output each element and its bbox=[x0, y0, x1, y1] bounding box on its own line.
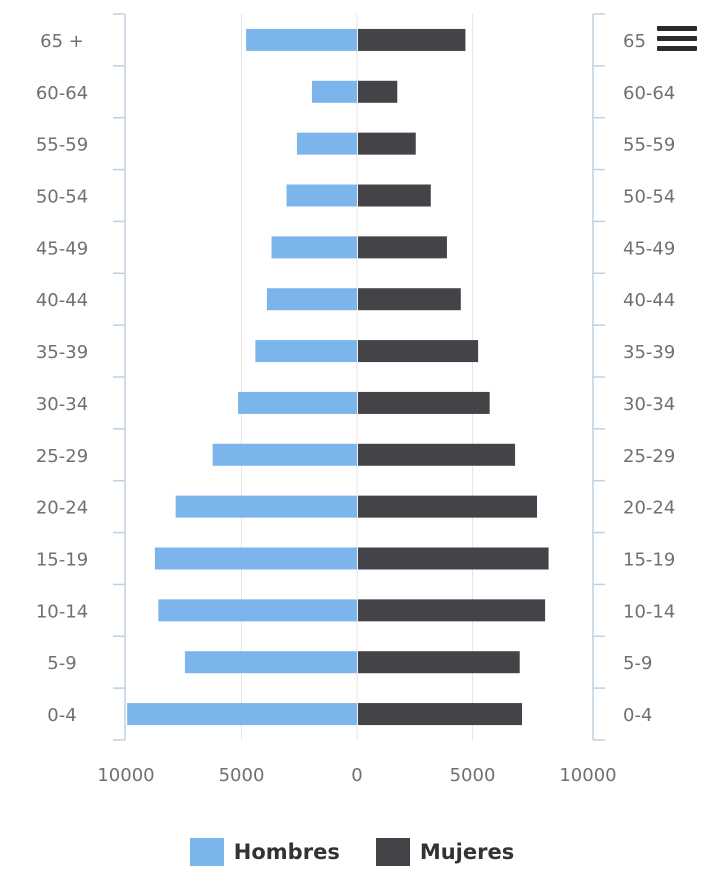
bar-mujeres bbox=[358, 340, 479, 363]
left-category-label: 30-34 bbox=[36, 394, 88, 415]
left-category-label: 40-44 bbox=[36, 290, 88, 311]
x-tick-label: 5000 bbox=[450, 765, 496, 786]
x-tick-label: 5000 bbox=[219, 765, 265, 786]
right-category-label: 30-34 bbox=[623, 394, 675, 415]
tick-labels: 10000 5000 0 5000 10000 0-4 0-4 5-9 5-9 10-14 10-1… bbox=[36, 31, 675, 786]
bar-mujeres bbox=[358, 443, 516, 466]
bar-mujeres bbox=[358, 599, 546, 622]
right-category-label: 35-39 bbox=[623, 342, 675, 363]
bar-hombres bbox=[238, 391, 357, 414]
axes bbox=[113, 13, 605, 741]
bar-hombres bbox=[127, 703, 357, 726]
right-category-label: 65 bbox=[623, 31, 646, 52]
right-category-label: 25-29 bbox=[623, 446, 675, 467]
right-category-label: 20-24 bbox=[623, 498, 675, 519]
legend-label-mujeres: Mujeres bbox=[419, 840, 515, 864]
legend-item-hombres[interactable]: Hombres bbox=[189, 838, 340, 866]
left-category-label: 5-9 bbox=[47, 653, 76, 674]
right-category-label: 60-64 bbox=[623, 83, 675, 104]
right-category-label: 45-49 bbox=[623, 238, 675, 259]
left-category-label: 35-39 bbox=[36, 342, 88, 363]
bar-mujeres bbox=[358, 391, 490, 414]
left-category-label: 15-19 bbox=[36, 550, 88, 571]
bars bbox=[127, 28, 549, 726]
bar-hombres bbox=[286, 184, 357, 207]
bar-mujeres bbox=[358, 651, 520, 674]
bar-mujeres bbox=[358, 28, 466, 51]
left-category-label: 55-59 bbox=[36, 135, 88, 156]
legend-swatch-hombres bbox=[189, 838, 224, 866]
left-category-label: 10-14 bbox=[36, 601, 88, 622]
left-category-label: 65 + bbox=[40, 31, 84, 52]
bar-mujeres bbox=[358, 132, 416, 155]
bar-hombres bbox=[271, 236, 357, 259]
x-tick-label: 10000 bbox=[559, 765, 616, 786]
bar-hombres bbox=[212, 443, 357, 466]
right-category-label: 10-14 bbox=[623, 601, 675, 622]
hamburger-menu-icon[interactable] bbox=[657, 26, 697, 58]
left-category-label: 60-64 bbox=[36, 83, 88, 104]
right-category-label: 15-19 bbox=[623, 550, 675, 571]
legend-swatch-mujeres bbox=[375, 838, 410, 866]
bar-hombres bbox=[266, 288, 357, 311]
legend-item-mujeres[interactable]: Mujeres bbox=[375, 838, 515, 866]
right-category-label: 5-9 bbox=[623, 653, 652, 674]
left-category-label: 45-49 bbox=[36, 238, 88, 259]
left-category-label: 20-24 bbox=[36, 498, 88, 519]
x-tick-label: 0 bbox=[351, 765, 362, 786]
x-tick-label: 10000 bbox=[97, 765, 154, 786]
bar-hombres bbox=[154, 547, 357, 570]
bar-hombres bbox=[175, 495, 357, 518]
bar-mujeres bbox=[358, 703, 523, 726]
bar-mujeres bbox=[358, 80, 398, 103]
bar-hombres bbox=[296, 132, 357, 155]
legend-label-hombres: Hombres bbox=[233, 840, 340, 864]
population-pyramid-chart: 10000 5000 0 5000 10000 0-4 0-4 5-9 5-9 10-14 10-1… bbox=[36, 13, 675, 786]
right-category-label: 40-44 bbox=[623, 290, 675, 311]
bar-hombres bbox=[184, 651, 357, 674]
bar-mujeres bbox=[358, 236, 447, 259]
right-category-label: 50-54 bbox=[623, 187, 675, 208]
right-category-label: 55-59 bbox=[623, 135, 675, 156]
bar-mujeres bbox=[358, 495, 538, 518]
bar-mujeres bbox=[358, 184, 431, 207]
bar-hombres bbox=[158, 599, 357, 622]
bar-hombres bbox=[311, 80, 357, 103]
grid-lines bbox=[241, 14, 473, 740]
left-category-label: 50-54 bbox=[36, 187, 88, 208]
left-category-label: 25-29 bbox=[36, 446, 88, 467]
left-category-label: 0-4 bbox=[47, 705, 76, 726]
right-category-label: 0-4 bbox=[623, 705, 652, 726]
legend: Hombres Mujeres bbox=[0, 838, 704, 866]
bar-hombres bbox=[246, 28, 357, 51]
bar-mujeres bbox=[358, 547, 549, 570]
bar-mujeres bbox=[358, 288, 461, 311]
bar-hombres bbox=[255, 340, 357, 363]
